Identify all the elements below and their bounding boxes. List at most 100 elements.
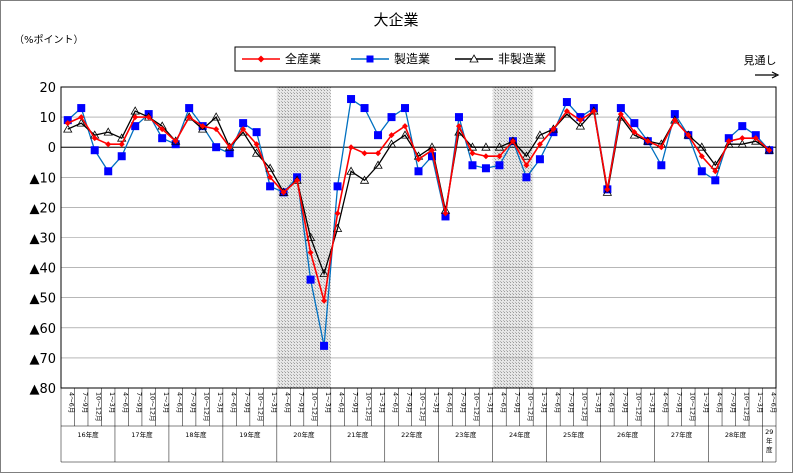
data-point: [375, 150, 382, 157]
data-point: [469, 150, 476, 157]
forecast-arrow-icon: [755, 71, 780, 79]
data-point: [306, 275, 315, 284]
data-point: [320, 341, 329, 350]
y-tick-label: ▲30: [29, 232, 56, 247]
legend-label: 非製造業: [498, 52, 546, 66]
chart-title: 大企業: [373, 11, 418, 29]
data-point: [199, 123, 206, 130]
data-point: [158, 134, 167, 143]
x-tick-label: 1～3月: [702, 392, 710, 413]
data-point: [577, 117, 584, 124]
data-point: [536, 141, 543, 148]
data-point: [454, 113, 463, 122]
data-point: [145, 114, 152, 121]
data-point: [333, 182, 342, 191]
data-point: [428, 147, 435, 154]
x-tick-label: 7～9月: [81, 392, 89, 413]
data-point: [91, 135, 98, 142]
fiscal-year-label: 28年度: [725, 430, 747, 439]
fiscal-year-label: 29: [765, 428, 773, 436]
data-point: [697, 167, 706, 176]
data-point: [104, 167, 113, 176]
data-point: [739, 135, 746, 142]
data-point: [467, 142, 478, 151]
data-point: [563, 108, 570, 115]
x-tick-label: 7～9月: [567, 392, 575, 413]
x-tick-label: 10～12月: [688, 392, 696, 422]
data-point: [442, 210, 449, 217]
y-tick-label: ▲70: [29, 352, 56, 367]
data-point: [562, 98, 571, 107]
x-tick-label: 4～6月: [176, 392, 184, 413]
x-tick-label: 7～9月: [351, 392, 359, 413]
data-point: [334, 210, 341, 217]
data-point: [496, 153, 503, 160]
x-tick-label: 1～3月: [648, 392, 656, 413]
legend-item-3: 非製造業: [455, 52, 546, 66]
x-tick-label: 10～12月: [526, 392, 534, 422]
x-tick-label: 1～3月: [324, 392, 332, 413]
data-point: [644, 138, 651, 145]
x-tick-label: 1～3月: [594, 392, 602, 413]
data-point: [172, 138, 179, 145]
data-point: [602, 187, 613, 196]
x-tick-label: 4～6月: [392, 392, 400, 413]
x-tick-label: 1～3月: [270, 392, 278, 413]
x-tick-label: 1～3月: [378, 392, 386, 413]
data-point: [197, 124, 208, 133]
fiscal-year-label: 20年度: [293, 430, 315, 439]
x-tick-label: 1～3月: [540, 392, 548, 413]
fiscal-year-label: 27年度: [671, 430, 693, 439]
data-point: [401, 104, 410, 113]
fiscal-year-label: 26年度: [617, 430, 639, 439]
legend-label: 全産業: [285, 51, 321, 66]
x-tick-label: 1～3月: [216, 392, 224, 413]
x-tick-label: 4～6月: [715, 392, 723, 413]
x-tick-label: 7～9月: [621, 392, 629, 413]
series-1: [64, 108, 773, 304]
y-tick-label: ▲40: [29, 262, 56, 277]
data-point: [495, 161, 504, 170]
data-point: [629, 130, 640, 139]
data-point: [90, 146, 99, 155]
data-point: [523, 162, 530, 169]
data-point: [77, 104, 86, 113]
x-tick-label: 4～6月: [445, 392, 453, 413]
x-tick-label: 7～9月: [675, 392, 683, 413]
data-point: [307, 249, 314, 256]
data-point: [522, 173, 531, 182]
data-point: [76, 118, 86, 127]
y-tick-label: 10: [39, 111, 56, 126]
legend-marker: [257, 55, 265, 63]
y-tick-label: ▲20: [29, 201, 56, 216]
data-point: [535, 130, 545, 139]
data-point: [239, 119, 248, 128]
plot-frame: [60, 86, 777, 389]
fiscal-year-label: 16年度: [77, 430, 99, 439]
fiscal-year-label: 21年度: [347, 430, 369, 439]
fiscal-year-label: 22年度: [401, 430, 423, 439]
fiscal-year-label: 18年度: [185, 430, 207, 439]
x-tick-label: 7～9月: [243, 392, 251, 413]
x-tick-label: 1～3月: [108, 392, 116, 413]
data-point: [521, 151, 532, 160]
fiscal-year-label: 25年度: [563, 430, 585, 439]
x-tick-label: 4～6月: [68, 392, 76, 413]
legend-marker: [469, 54, 479, 63]
data-point: [252, 128, 261, 137]
data-point: [373, 160, 383, 169]
x-tick-label: 10～12月: [311, 392, 319, 422]
data-point: [509, 138, 516, 145]
legend-item-2: 製造業: [351, 52, 430, 66]
data-point: [266, 182, 275, 191]
data-point: [738, 122, 747, 131]
x-tick-label: 7～9月: [729, 392, 737, 413]
legend-label: 製造業: [394, 52, 430, 66]
data-point: [78, 114, 85, 121]
fiscal-year-label: 23年度: [455, 430, 477, 439]
data-point: [725, 138, 732, 145]
data-point: [347, 95, 356, 104]
x-tick-label: 7～9月: [189, 392, 197, 413]
